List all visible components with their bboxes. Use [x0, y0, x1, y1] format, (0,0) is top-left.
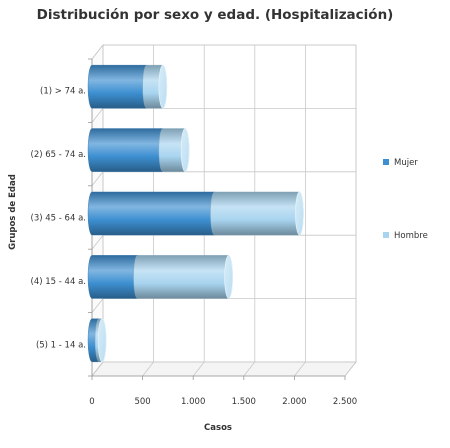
- y-wall-gridline-3: [91, 234, 104, 250]
- x-axis-title: Casos: [204, 423, 232, 433]
- bar-cap-3-45-64-a: [295, 191, 304, 236]
- chart-title: Distribución por sexo y edad. (Hospitali…: [37, 7, 394, 23]
- y-category-label-5-1-14-a: (5) 1 - 14 a.: [36, 340, 86, 350]
- bar-mujer-1-74-a: [87, 64, 151, 109]
- bar-mujer-2-65-74-a: [87, 128, 168, 172]
- bar-hombre-4-15-44-a: [133, 255, 233, 299]
- y-wall-gridline-0: [91, 44, 104, 60]
- bar-hombre-3-45-64-a: [210, 191, 304, 236]
- y-category-label-1-74-a: (1) > 74 a.: [40, 87, 86, 97]
- x-floor-gridline-5: [344, 361, 357, 377]
- legend-swatch-mujer: [383, 159, 389, 165]
- y-wall-gridline-4: [91, 298, 104, 313]
- legend-swatch-hombre: [383, 232, 389, 238]
- bar-cap-4-15-44-a: [224, 255, 233, 299]
- bar-cap-1-74-a: [158, 64, 168, 109]
- x-floor-gridline-4: [294, 361, 306, 377]
- bar-layer: [87, 64, 304, 363]
- legend-label-mujer: Mujer: [394, 158, 418, 168]
- x-tick-label-0: 0: [89, 397, 94, 407]
- y-wall-gridline-5: [91, 361, 104, 377]
- axis-layer: 0 500 1.000 1.500 2.000 2.500 (1) > 74 a. (2) 6…: [31, 58, 357, 407]
- legend-label-hombre: Hombre: [394, 231, 428, 241]
- x-tick-label-4: 2.000: [282, 397, 306, 407]
- x-tick-label-1: 500: [134, 397, 150, 407]
- x-floor-gridline-3: [243, 361, 256, 377]
- x-floor-gridline-2: [192, 361, 205, 377]
- floor: [91, 361, 357, 377]
- y-category-label-3-45-64-a: (3) 45 - 64 a.: [31, 214, 86, 224]
- x-floor-gridline-1: [142, 361, 154, 377]
- y-category-label-4-15-44-a: (4) 15 - 44 a.: [31, 277, 86, 287]
- x-tick-label-5: 2.500: [333, 397, 357, 407]
- y-wall-gridline-2: [91, 171, 104, 187]
- y-wall-gridline-1: [91, 108, 104, 123]
- x-tick-label-2: 1.000: [181, 397, 205, 407]
- y-axis-title: Grupos de Edad: [8, 174, 18, 250]
- y-category-label-2-65-74-a: (2) 65 - 74 a.: [31, 150, 86, 160]
- bar-cap-2-65-74-a: [180, 128, 190, 172]
- legend: Mujer Hombre: [383, 158, 428, 241]
- bar-mujer-3-45-64-a: [87, 191, 219, 236]
- x-tick-label-3: 1.500: [232, 397, 256, 407]
- bar-cap-5-1-14-a: [97, 318, 107, 363]
